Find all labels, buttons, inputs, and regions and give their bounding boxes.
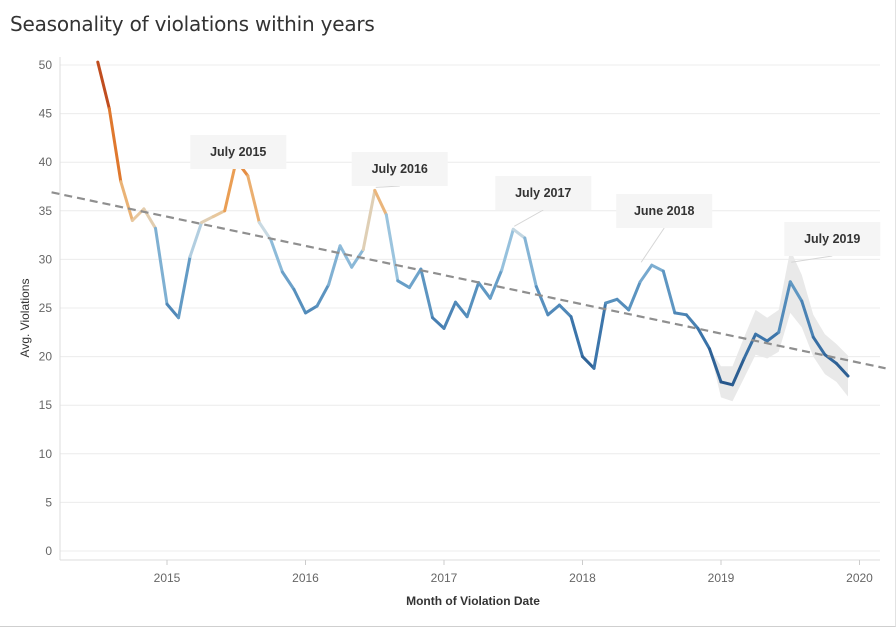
y-tick-label: 15	[39, 398, 53, 412]
series-line-segment	[433, 318, 445, 329]
series-line-segment	[317, 285, 329, 306]
y-tick-label: 35	[39, 204, 53, 218]
series-line-segment	[467, 283, 479, 317]
series-line-segment	[640, 265, 652, 282]
series-line-segment	[398, 281, 410, 288]
y-tick-label: 50	[39, 58, 53, 72]
annotation-label: July 2015	[210, 145, 266, 159]
series-line-segment	[409, 269, 421, 288]
y-tick-label: 25	[39, 301, 53, 315]
series-line-segment	[525, 238, 537, 287]
series-line-segment	[179, 257, 191, 318]
series-line-segment	[502, 229, 514, 270]
series-line-segment	[109, 109, 121, 182]
series-line-segment	[536, 287, 548, 315]
series-line-segment	[444, 302, 456, 328]
y-axis-title: Avg. Violations	[18, 279, 32, 358]
series-line-segment	[271, 240, 283, 272]
y-tick-label: 30	[39, 252, 53, 266]
series-line-segment	[294, 290, 306, 313]
series-line-segment	[594, 303, 606, 368]
y-tick-label: 0	[45, 544, 52, 558]
annotation-leader	[514, 210, 543, 226]
series-line-segment	[306, 306, 318, 313]
series-line-segment	[652, 265, 664, 271]
annotation-label: July 2017	[515, 186, 571, 200]
series-line-layer	[98, 62, 848, 385]
x-tick-label: 2018	[569, 571, 596, 585]
series-line-segment	[340, 246, 352, 267]
series-line-segment	[513, 229, 525, 238]
series-line-segment	[663, 271, 675, 313]
annotation-leader	[641, 228, 664, 262]
y-tick-label: 20	[39, 350, 53, 364]
series-line-segment	[629, 282, 641, 310]
y-tick-label: 40	[39, 155, 53, 169]
series-line-segment	[156, 228, 168, 304]
series-line-segment	[583, 357, 595, 369]
x-tick-label: 2016	[292, 571, 319, 585]
annotation-label: July 2016	[372, 162, 428, 176]
series-line-segment	[421, 269, 433, 318]
x-axis-title: Month of Violation Date	[406, 594, 540, 608]
series-line-segment	[363, 190, 375, 249]
series-line-segment	[167, 304, 179, 318]
series-line-segment	[571, 317, 583, 357]
series-line-segment	[213, 211, 225, 217]
series-line-segment	[675, 313, 687, 315]
trend-line	[52, 192, 886, 368]
y-tick-label: 45	[39, 107, 53, 121]
y-tick-label: 10	[39, 447, 53, 461]
annotation-label: July 2019	[804, 232, 860, 246]
series-line-segment	[121, 182, 133, 221]
y-tick-label: 5	[45, 495, 52, 509]
x-tick-label: 2017	[431, 571, 458, 585]
series-line-segment	[606, 299, 618, 303]
annotation-label: June 2018	[634, 204, 695, 218]
series-line-segment	[559, 305, 571, 317]
series-line-segment	[190, 223, 202, 257]
x-tick-label: 2019	[708, 571, 735, 585]
x-tick-label: 2015	[154, 571, 181, 585]
series-line-segment	[248, 176, 259, 223]
series-line-segment	[282, 272, 294, 290]
series-line-segment	[456, 302, 468, 317]
series-line-segment	[202, 217, 214, 223]
series-line-segment	[386, 215, 398, 281]
series-line-segment	[98, 62, 110, 109]
series-line-segment	[548, 305, 560, 315]
trend-line-layer	[52, 192, 886, 368]
x-tick-label: 2020	[846, 571, 873, 585]
annotation-leader	[376, 186, 400, 187]
